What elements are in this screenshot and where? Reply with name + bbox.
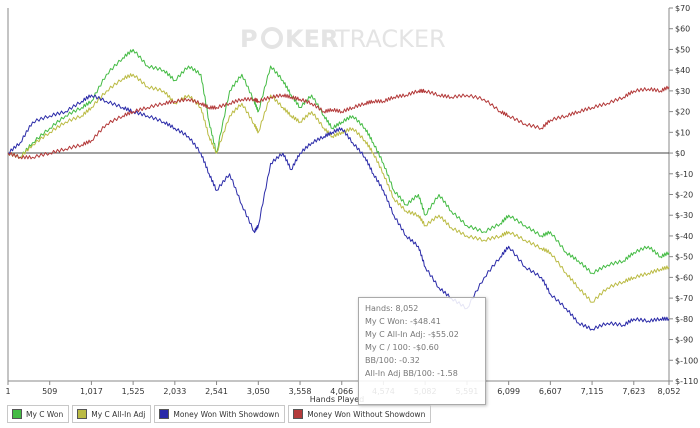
y-tick-label: $-10 (675, 170, 693, 179)
series-line-2 (7, 73, 670, 303)
y-tick-label: $0 (675, 149, 685, 158)
chart-axes (7, 8, 670, 382)
series-line-3 (7, 94, 670, 331)
tooltip-bb-per-100: BB/100: -0.32 (365, 356, 420, 365)
legend-item-without-showdown[interactable]: Money Won Without Showdown (288, 405, 432, 423)
pokertracker-watermark: P KER TRACKER (240, 25, 446, 53)
y-tick-label: $-30 (675, 211, 693, 220)
legend-item-all-in-adj[interactable]: My C All-In Adj (72, 405, 152, 423)
x-tick-label: 2,033 (163, 387, 186, 396)
x-tick-label: 4,066 (330, 387, 353, 396)
series-line-1 (7, 48, 670, 275)
y-tick-label: $-90 (675, 336, 693, 345)
y-tick-label: $20 (675, 108, 690, 117)
legend-item-my-c-won[interactable]: My C Won (7, 405, 70, 423)
y-tick-label: $10 (675, 128, 690, 137)
tooltip-hands: Hands: 8,052 (365, 304, 419, 313)
legend-label: Money Won With Showdown (173, 409, 280, 419)
y-tick-labels: $70 $60 $50 $40 $30 $20 $10 $0 $-10 $-20 $-30 $-40 $… (669, 4, 698, 386)
legend-swatch-icon (12, 409, 22, 419)
watermark-tracker: TRACKER (334, 25, 446, 53)
x-tick-label: 6,607 (539, 387, 562, 396)
x-tick-label: 509 (42, 387, 57, 396)
y-tick-label: $-50 (675, 253, 693, 262)
legend-swatch-icon (159, 409, 170, 419)
watermark-chip-icon (261, 27, 283, 49)
tooltip-my-c-per-100: My C / 100: -$0.60 (365, 343, 439, 352)
y-tick-label: $-70 (675, 294, 693, 303)
y-tick-label: $50 (675, 45, 690, 54)
x-axis-label: Hands Played (310, 395, 364, 404)
x-tick-label: 2,541 (205, 387, 228, 396)
x-tick-label: 3,558 (289, 387, 312, 396)
x-tick-label: 3,050 (247, 387, 270, 396)
x-tick-labels: 15091,0171,5252,0332,5413,0503,5584,0664… (5, 381, 680, 396)
x-tick-label: 1 (5, 387, 10, 396)
tooltip-my-c-won: My C Won: -$48.41 (365, 317, 441, 326)
y-tick-label: $-100 (675, 356, 698, 365)
y-tick-label: $30 (675, 87, 690, 96)
y-tick-label: $-110 (675, 377, 698, 386)
legend-item-with-showdown[interactable]: Money Won With Showdown (154, 405, 286, 423)
y-tick-label: $70 (675, 4, 690, 13)
x-tick-label: 1,017 (80, 387, 103, 396)
x-tick-label: 8,052 (658, 387, 681, 396)
y-tick-label: $40 (675, 66, 690, 75)
y-tick-label: $-40 (675, 232, 693, 241)
y-tick-label: $-60 (675, 273, 693, 282)
series-layer (7, 48, 670, 331)
x-tick-label: 7,115 (581, 387, 604, 396)
legend-swatch-icon (293, 409, 304, 419)
tooltip-all-in-adj: My C All-In Adj: -$55.02 (365, 330, 459, 339)
watermark-p: P (240, 25, 258, 53)
x-tick-label: 6,099 (497, 387, 520, 396)
watermark-ker: KER (285, 25, 338, 53)
y-tick-label: $-20 (675, 191, 693, 200)
y-tick-label: $60 (675, 25, 690, 34)
tooltip-all-in-adj-bb: All-In Adj BB/100: -1.58 (365, 369, 458, 378)
legend-label: Money Won Without Showdown (307, 409, 426, 419)
legend-swatch-icon (77, 409, 88, 419)
x-tick-label: 1,525 (122, 387, 145, 396)
chart-tooltip: Hands: 8,052 My C Won: -$48.41 My C All-… (358, 297, 486, 405)
x-tick-label: 7,623 (622, 387, 645, 396)
series-line-4 (7, 85, 670, 160)
legend-label: My C All-In Adj (91, 409, 146, 419)
chart-legend: My C Won My C All-In Adj Money Won With … (7, 405, 434, 423)
legend-label: My C Won (26, 409, 64, 419)
y-tick-label: $-80 (675, 315, 693, 324)
